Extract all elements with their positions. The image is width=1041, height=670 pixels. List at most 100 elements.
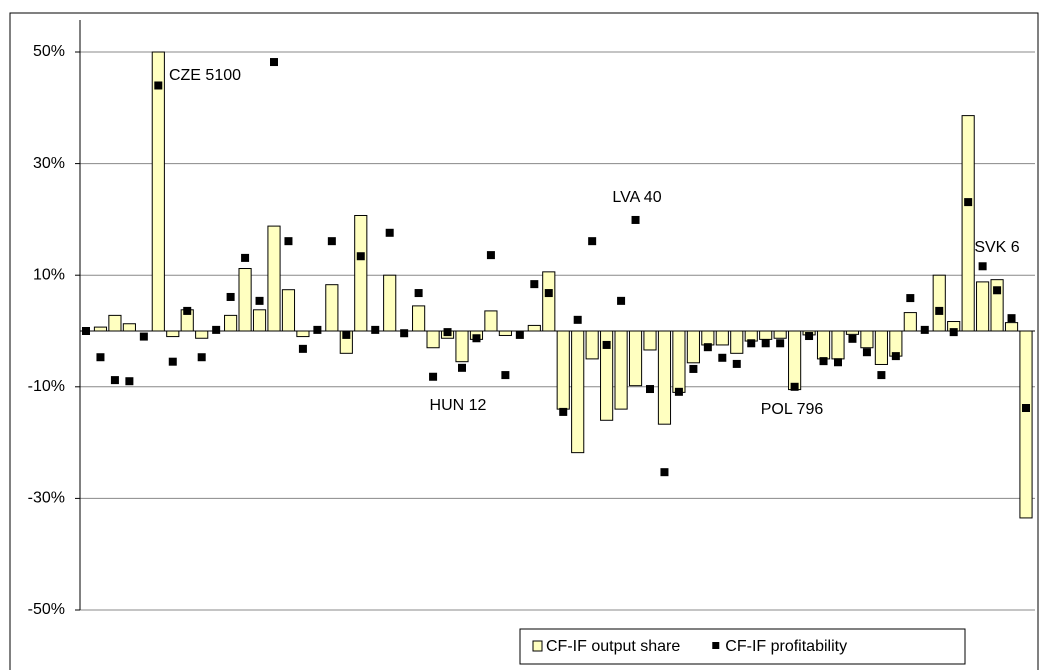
bar	[571, 330, 585, 454]
bar	[1004, 322, 1019, 332]
point	[429, 372, 438, 381]
point	[400, 329, 409, 338]
point	[371, 325, 380, 334]
bar	[455, 330, 469, 363]
bar	[412, 305, 426, 332]
point	[458, 363, 466, 372]
point	[819, 357, 828, 366]
point	[284, 237, 293, 246]
bar	[831, 330, 845, 360]
point	[935, 306, 944, 315]
bar	[354, 214, 368, 332]
point	[920, 325, 929, 334]
bar	[1019, 330, 1033, 519]
point	[834, 358, 842, 367]
bar	[556, 330, 570, 410]
y-tick-label: 50%	[33, 43, 65, 60]
bar	[759, 330, 773, 340]
point	[718, 353, 727, 362]
point	[139, 332, 148, 341]
annotation: HUN 12	[430, 397, 487, 414]
point	[747, 339, 756, 348]
point	[327, 237, 336, 246]
point	[776, 339, 785, 348]
bar	[773, 330, 787, 339]
annotation: POL 796	[761, 401, 824, 418]
bar	[122, 323, 136, 332]
point	[82, 327, 90, 335]
point	[1022, 404, 1030, 413]
bar	[686, 330, 700, 364]
bar	[816, 330, 831, 360]
point	[168, 357, 177, 366]
point	[862, 348, 871, 357]
bar	[498, 330, 512, 336]
bar	[281, 289, 296, 332]
point	[515, 330, 524, 339]
annotation: LVA 40	[612, 189, 661, 206]
point	[356, 252, 365, 261]
point	[891, 352, 900, 361]
legend-label: CF-IF profitability	[725, 638, 847, 655]
point	[848, 334, 857, 343]
point	[689, 364, 698, 373]
point	[414, 289, 423, 298]
bar	[527, 324, 541, 332]
point	[993, 286, 1002, 295]
point	[212, 325, 221, 334]
point	[617, 296, 626, 305]
point	[298, 344, 307, 353]
point	[183, 306, 192, 315]
chart-frame	[9, 12, 1039, 670]
point	[443, 328, 452, 337]
point	[761, 339, 770, 348]
bar	[108, 314, 122, 332]
bar	[238, 268, 252, 332]
bar	[151, 51, 165, 332]
bar	[296, 330, 310, 338]
point	[530, 280, 539, 289]
point	[805, 332, 814, 341]
bar	[976, 281, 990, 332]
point	[226, 292, 235, 301]
bar	[874, 330, 888, 365]
bar	[788, 330, 802, 391]
point	[197, 353, 206, 362]
bar	[325, 284, 339, 332]
point	[573, 315, 582, 324]
bar	[252, 309, 267, 332]
annotation: CZE 5100	[169, 67, 241, 84]
annotation: SVK 6	[974, 239, 1019, 256]
bar	[657, 330, 672, 425]
legend-swatch	[532, 640, 543, 652]
point	[631, 215, 640, 224]
point	[906, 294, 915, 303]
point	[501, 371, 510, 380]
point	[385, 228, 394, 237]
legend-box	[519, 628, 966, 665]
point	[544, 289, 553, 298]
bar	[614, 330, 628, 410]
point	[342, 330, 351, 339]
bar	[701, 330, 715, 346]
bar	[845, 330, 860, 335]
bar	[195, 330, 209, 339]
point	[270, 58, 278, 67]
point	[241, 253, 250, 262]
bar	[730, 330, 744, 354]
bar	[484, 310, 498, 332]
bar	[672, 330, 686, 393]
bar	[643, 330, 657, 351]
bar	[542, 271, 556, 332]
point	[602, 340, 611, 349]
bar	[860, 330, 874, 349]
point	[660, 468, 669, 477]
point	[96, 353, 105, 362]
y-tick-label: -30%	[28, 490, 65, 507]
point	[110, 376, 119, 385]
bar	[628, 330, 643, 387]
point	[154, 81, 163, 90]
legend-swatch	[712, 642, 720, 649]
legend-label: CF-IF output share	[546, 638, 680, 655]
